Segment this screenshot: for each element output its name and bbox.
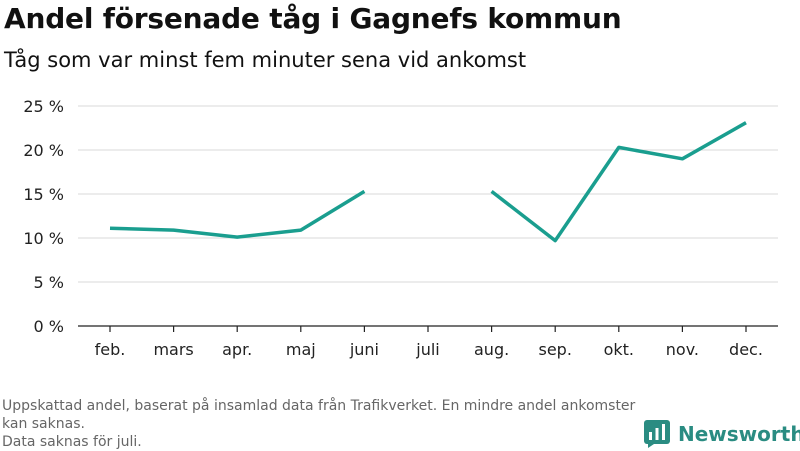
x-tick-label: juli xyxy=(415,340,439,359)
x-tick-label: sep. xyxy=(538,340,571,359)
chart-title: Andel försenade tåg i Gagnefs kommun xyxy=(4,2,622,35)
x-axis: feb. mars apr. maj juni juli aug. sep. okt. nov. d… xyxy=(78,325,778,359)
x-tick-label: okt. xyxy=(604,340,634,359)
y-tick-label: 20 % xyxy=(23,141,64,160)
y-tick-label: 5 % xyxy=(34,273,64,292)
grid-lines xyxy=(78,105,778,283)
x-tick-label: maj xyxy=(286,340,316,359)
series-line-segment-2 xyxy=(490,121,747,243)
y-tick-label: 0 % xyxy=(34,317,64,336)
brand-name: Newsworthy xyxy=(678,422,800,446)
footer-note-line-2: Data saknas för juli. xyxy=(2,434,142,450)
y-axis-ticks: 0 % 5 % 10 % 15 % 20 % 25 % xyxy=(23,97,64,336)
y-tick-label: 10 % xyxy=(23,229,64,248)
chart-subtitle: Tåg som var minst fem minuter sena vid a… xyxy=(4,48,527,72)
x-tick-label: dec. xyxy=(729,340,763,359)
x-tick-label: nov. xyxy=(666,340,699,359)
series-lines xyxy=(109,121,747,243)
x-tick-label: aug. xyxy=(474,340,509,359)
series-line-segment-1 xyxy=(109,189,366,239)
x-tick-label: mars xyxy=(153,340,193,359)
y-tick-label: 15 % xyxy=(23,185,64,204)
x-tick-label: apr. xyxy=(222,340,252,359)
brand-logo: Newsworthy xyxy=(644,420,800,448)
y-tick-label: 25 % xyxy=(23,97,64,116)
x-tick-label: feb. xyxy=(95,340,126,359)
footer-note-line-1: Uppskattad andel, baserat på insamlad da… xyxy=(2,398,636,432)
footer-note: Uppskattad andel, baserat på insamlad da… xyxy=(2,397,642,451)
newsworthy-logo-icon xyxy=(644,420,670,448)
x-tick-label: juni xyxy=(349,340,379,359)
